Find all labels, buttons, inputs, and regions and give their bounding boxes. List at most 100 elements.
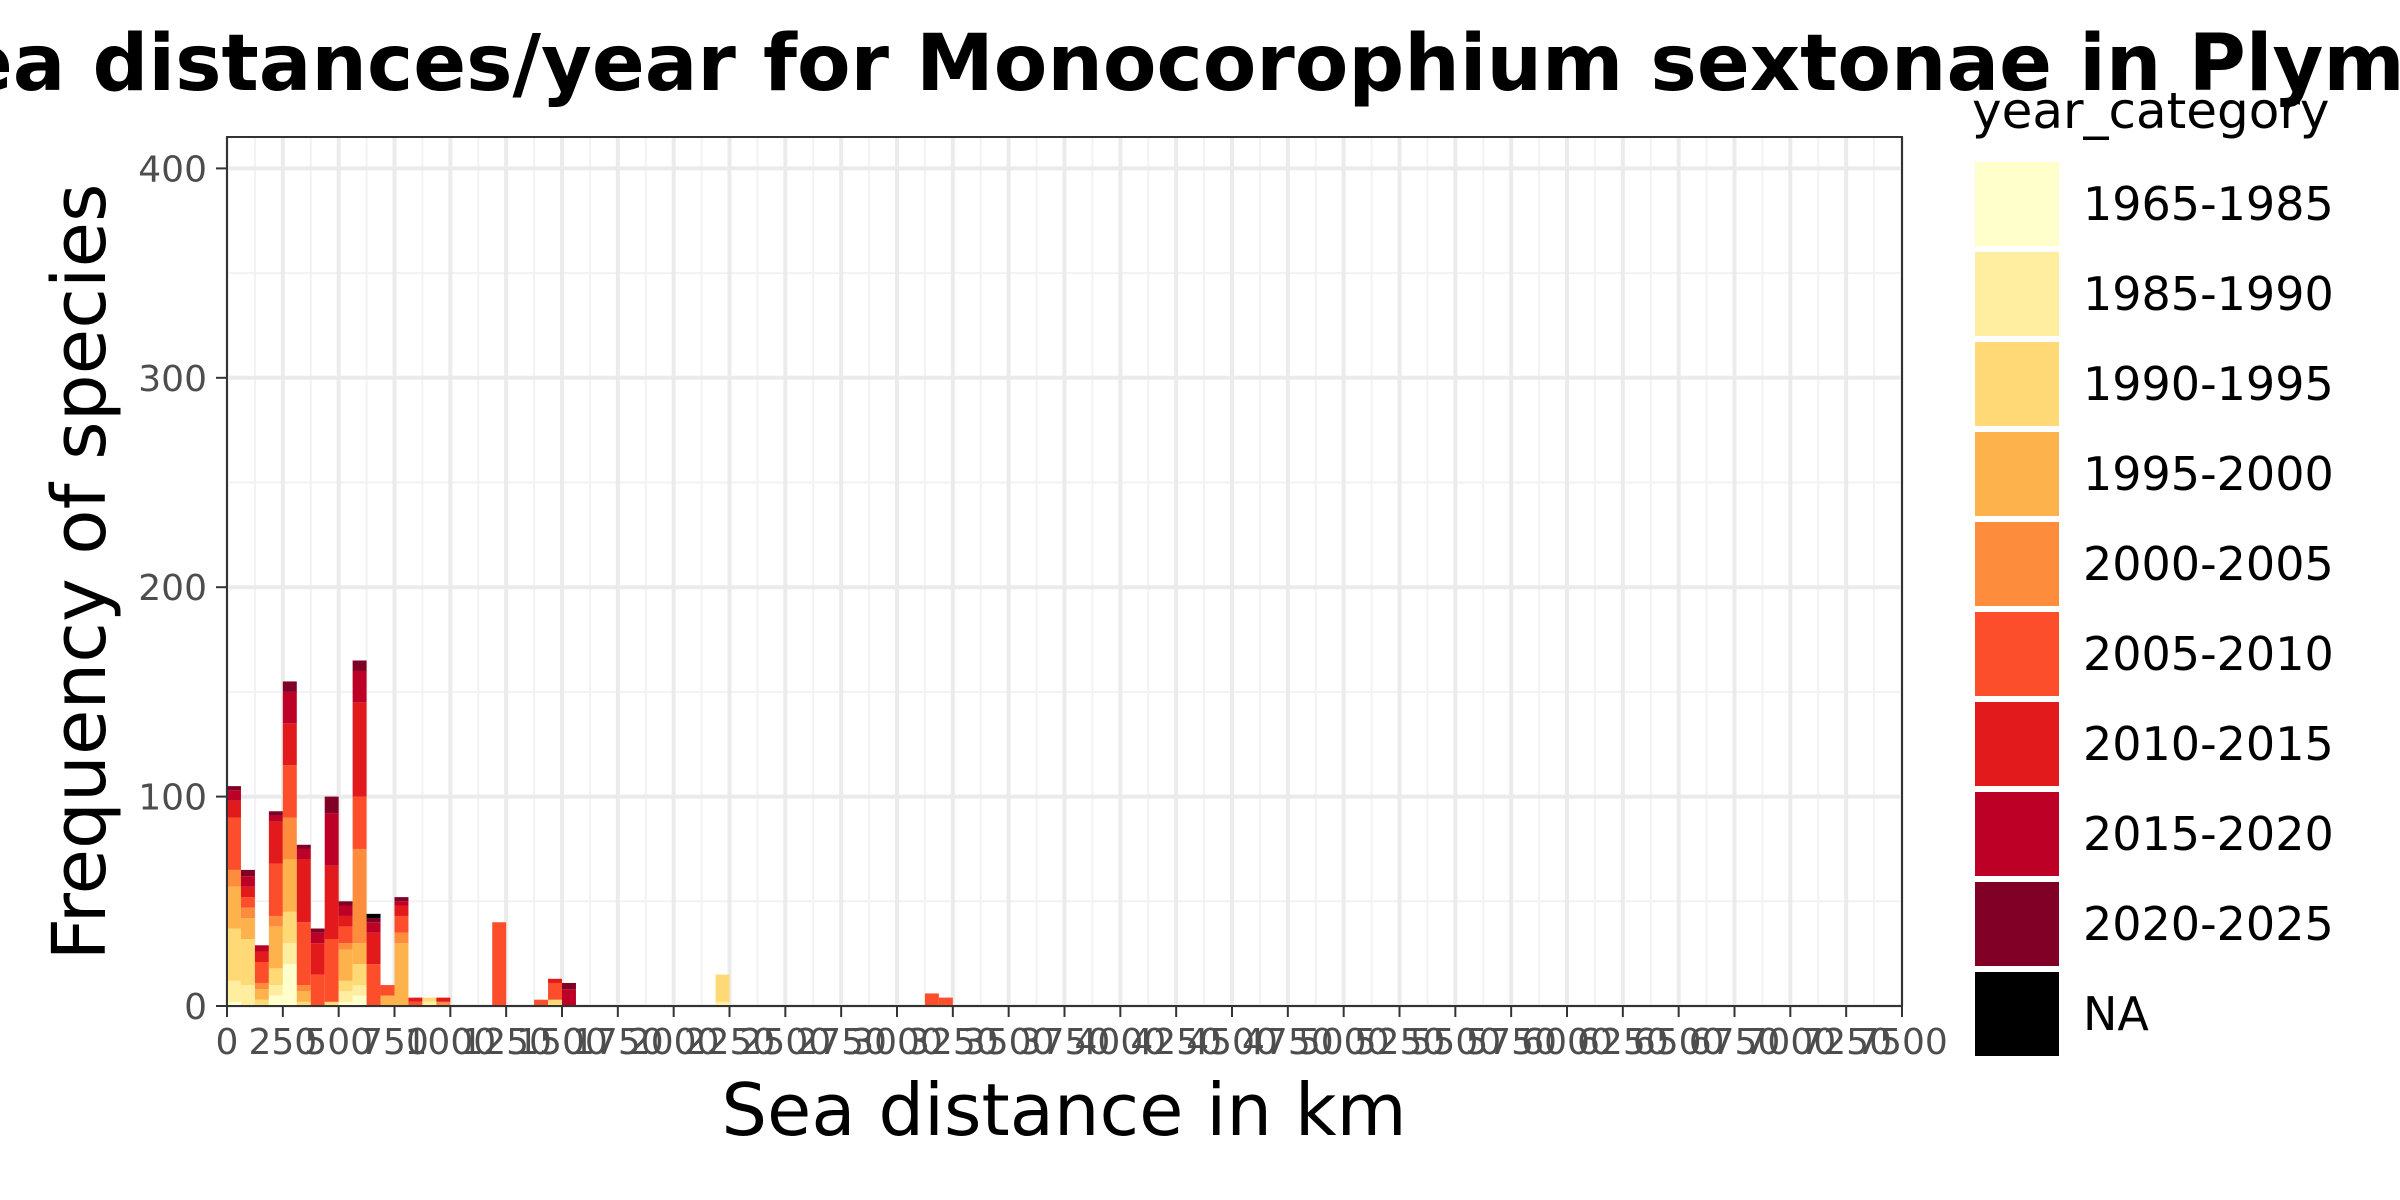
bar-segment xyxy=(227,981,241,1002)
legend-swatch xyxy=(1975,972,2059,1056)
bar-segment xyxy=(339,991,353,1001)
legend-swatch xyxy=(1975,342,2059,426)
y-tick-label: 300 xyxy=(138,359,207,400)
legend-swatch xyxy=(1975,252,2059,336)
bar-segment xyxy=(436,998,450,1002)
bar-segment xyxy=(311,943,325,974)
bar-segment xyxy=(227,801,241,818)
legend-swatch xyxy=(1975,162,2059,246)
bar-segment xyxy=(353,943,367,964)
legend-swatch xyxy=(1975,612,2059,696)
legend-label: 1985-1990 xyxy=(2083,267,2334,321)
bar-segment xyxy=(395,897,409,901)
bar-segment xyxy=(939,998,953,1006)
legend-label: 1965-1985 xyxy=(2083,177,2334,231)
bar-segment xyxy=(353,964,367,985)
bar-segment xyxy=(353,797,367,849)
bar-segment xyxy=(283,765,297,817)
bar-segment xyxy=(548,983,562,1000)
bar-segment xyxy=(227,786,241,790)
bar-segment xyxy=(297,985,311,991)
bar-segment xyxy=(283,859,297,911)
bar-segment xyxy=(241,876,255,886)
bar-segment xyxy=(339,901,353,905)
legend-title: year_category xyxy=(1972,82,2330,140)
legend-swatch xyxy=(1975,702,2059,786)
legend-label: 2000-2005 xyxy=(2083,537,2334,591)
bar-segment xyxy=(353,660,367,670)
bar-segment xyxy=(367,933,381,964)
y-axis-title: Frequency of species xyxy=(37,183,123,960)
bar-segment xyxy=(269,996,283,1006)
y-tick-label: 400 xyxy=(138,149,207,190)
bar-segment xyxy=(339,916,353,926)
bar-segment xyxy=(241,887,255,897)
legend-label: 2015-2020 xyxy=(2083,807,2334,861)
bar-segment xyxy=(311,975,325,1006)
bar-segment xyxy=(297,991,311,1001)
bar-segment xyxy=(339,926,353,943)
bar-segment xyxy=(297,845,311,849)
x-axis-ticks: 0 250500750100012501500175020002250250027… xyxy=(216,1006,1948,1063)
bar-segment xyxy=(255,945,269,951)
legend-label: 1995-2000 xyxy=(2083,447,2334,501)
bar-segment xyxy=(311,933,325,943)
bar-segment xyxy=(241,918,255,939)
bar-segment xyxy=(381,985,395,995)
bar-segment xyxy=(283,723,297,765)
bar-segment xyxy=(492,922,506,1006)
bar-segment xyxy=(408,998,422,1002)
bar-segment xyxy=(353,702,367,796)
bar-segment xyxy=(367,922,381,932)
bar-segment xyxy=(269,811,283,815)
bar-segment xyxy=(548,979,562,983)
bar-segment xyxy=(297,849,311,859)
bar-segment xyxy=(339,949,353,980)
bar-segment xyxy=(297,922,311,985)
y-tick-label: 0 xyxy=(184,987,207,1028)
x-axis-title: Sea distance in km xyxy=(721,1068,1406,1152)
bar-segment xyxy=(241,908,255,918)
bar-segment xyxy=(367,964,381,1006)
bar-segment xyxy=(339,943,353,949)
bar-segment xyxy=(353,849,367,943)
bar-segment xyxy=(283,681,297,691)
bar-segment xyxy=(283,818,297,860)
legend-swatch xyxy=(1975,882,2059,966)
legend-swatch xyxy=(1975,792,2059,876)
bar-segment xyxy=(367,918,381,922)
legend-label: 2020-2025 xyxy=(2083,897,2334,951)
bar-segment xyxy=(395,905,409,915)
bar-segment xyxy=(269,916,283,926)
bar-segment xyxy=(325,939,339,1002)
bar-segment xyxy=(241,870,255,876)
bar-segment xyxy=(353,671,367,702)
bar-segment xyxy=(255,983,269,989)
x-tick-label: 7500 xyxy=(1856,1022,1948,1063)
legend-label: 2010-2015 xyxy=(2083,717,2334,771)
bar-segment xyxy=(269,985,283,995)
legend-label: 2005-2010 xyxy=(2083,627,2334,681)
bar-segment xyxy=(395,901,409,905)
bar-segment xyxy=(395,916,409,933)
bar-segment xyxy=(283,943,297,964)
bar-segment xyxy=(269,822,283,864)
bar-segment xyxy=(367,914,381,918)
bar-segment xyxy=(925,993,939,1006)
bar-segment xyxy=(227,887,241,929)
bar-segment xyxy=(255,962,269,983)
legend-label: 1990-1995 xyxy=(2083,357,2334,411)
bar-segment xyxy=(227,790,241,800)
bar-segment xyxy=(353,985,367,995)
bar-segment xyxy=(283,692,297,723)
bar-segment xyxy=(562,983,576,989)
y-tick-label: 200 xyxy=(138,568,207,609)
bar-segment xyxy=(562,989,576,1006)
bar-segment xyxy=(241,897,255,907)
bar-segment xyxy=(325,797,339,814)
bar-segment xyxy=(395,943,409,1006)
bar-segment xyxy=(283,912,297,943)
bar-segment xyxy=(381,996,395,1006)
bar-segment xyxy=(283,964,297,1006)
x-tick-label: 0 xyxy=(216,1022,239,1063)
